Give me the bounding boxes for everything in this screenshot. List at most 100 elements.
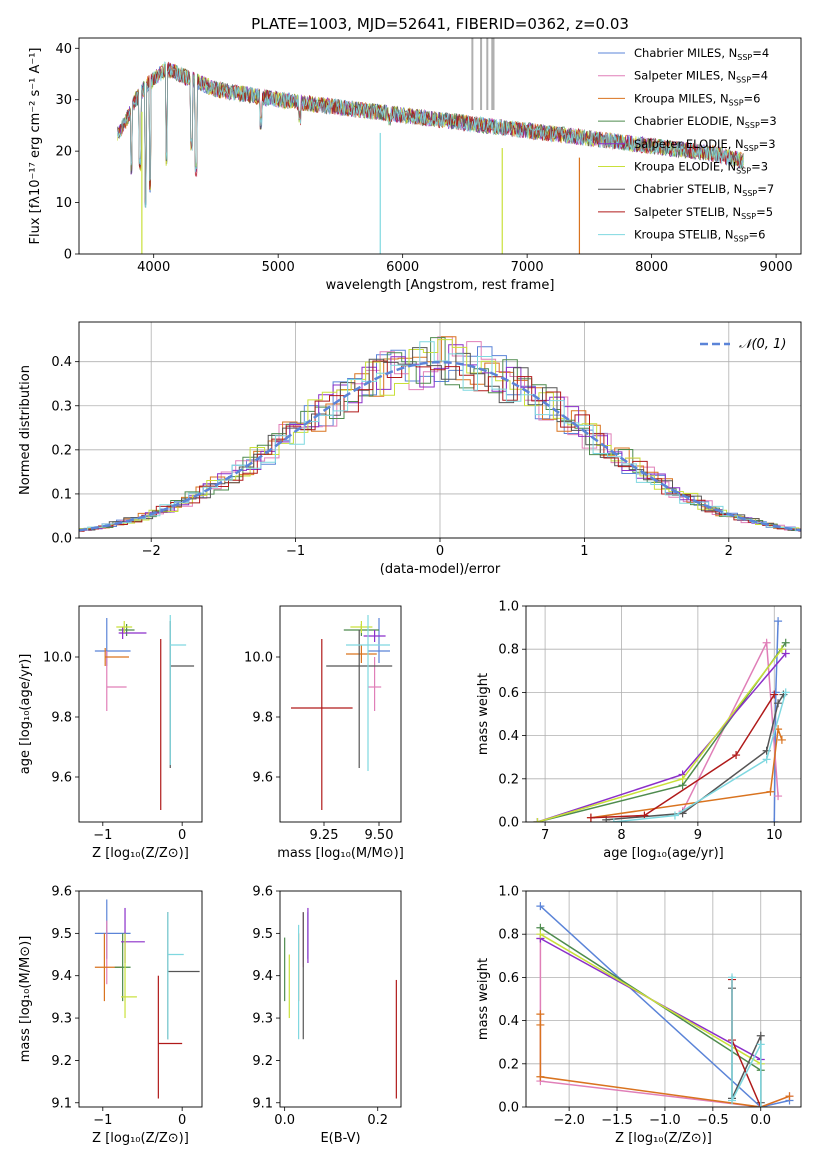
normal-curve: [79, 360, 801, 532]
mass_vs_ebv-panel: 0.0 0.2 9.1 9.2 9.3 9.4 9.5 9.6 E(B-V): [252, 885, 402, 1146]
legend-entry: Salpeter STELIB, NSSP=5: [634, 205, 773, 221]
weight_vs_age-panel: 7 8 9 10 0.0 0.2 0.4 0.6 0.8 1.0 age [log₁₀(age/yr…: [476, 600, 802, 861]
legend-entry: Kroupa STELIB, NSSP=6: [634, 228, 765, 244]
axes-frame: [279, 605, 402, 823]
x-tick-label: 8000: [635, 260, 668, 275]
errorbar-chabrier_miles: [94, 618, 131, 666]
weight-marker: [536, 1010, 545, 1019]
y-tick-label: 9.2: [252, 1054, 273, 1069]
y-tick-label: 9.2: [51, 1054, 72, 1069]
weight-marker: [732, 751, 741, 760]
weight-marker: [762, 755, 771, 764]
weight-marker: [756, 1040, 765, 1049]
legend-entry: 𝒩(0, 1): [739, 337, 786, 352]
age_vs_mass-panel: 9.25 9.50 9.6 9.8 10.0 mass [log₁₀(M/M⊙)]: [244, 605, 404, 861]
y-tick-label: 9.6: [51, 771, 72, 786]
weight-marker: [770, 690, 779, 699]
x-tick-label: 9.50: [365, 828, 394, 843]
x-tick-label: 9: [694, 828, 702, 843]
legend-entry: Chabrier ELODIE, NSSP=3: [634, 114, 777, 130]
weight-marker: [586, 813, 595, 822]
x-tick-label: 1: [580, 544, 588, 559]
weight-series-salpeter_stelib: [586, 690, 779, 822]
weight-marker: [609, 818, 618, 822]
legend-suffix: =6: [749, 228, 766, 242]
axes-frame: [78, 37, 802, 255]
weight-marker: [770, 818, 779, 822]
axes-frame: [78, 321, 802, 539]
legend-name: Kroupa MILES, N: [634, 91, 729, 105]
y-axis-label: Normed distribution: [18, 365, 33, 495]
y-axis-label: mass weight: [476, 673, 491, 755]
y-axis-label: age [log₁₀(age/yr)]: [18, 654, 33, 775]
y-tick-label: 0.0: [51, 532, 72, 547]
errorbars: [284, 907, 397, 1099]
weight-line: [539, 927, 762, 1107]
x-axis-label: wavelength [Angstrom, rest frame]: [326, 278, 555, 293]
x-tick-label: 7: [541, 828, 549, 843]
y-tick-label: 9.4: [51, 969, 72, 984]
errorbar-salpeter_miles: [368, 657, 382, 711]
legend-suffix: =3: [760, 114, 777, 128]
spectrum-series-kroupa_stelib: [117, 61, 744, 208]
weight-line: [681, 639, 779, 812]
legend-suffix: =3: [751, 160, 768, 174]
weight-marker: [533, 818, 542, 822]
y-tick-label: 10.0: [244, 651, 273, 666]
legend-suffix: =4: [752, 46, 769, 60]
errorbar-kroupa_elodie: [350, 621, 373, 633]
legend-name: Chabrier ELODIE, N: [634, 114, 745, 128]
weight-line: [606, 694, 785, 821]
y-tick-label: 0.6: [498, 971, 519, 986]
y-tick-label: 0.0: [498, 816, 519, 831]
errorbar-chabrier_elodie: [114, 933, 131, 1002]
legend-suffix: =7: [757, 182, 774, 196]
x-tick-label: 6000: [386, 260, 419, 275]
errorbar-salpeter_stelib: [291, 639, 353, 810]
y-axis-label: Flux [fλ10⁻¹⁷ erg cm⁻² s⁻¹ A⁻¹]: [28, 48, 43, 245]
legend-suffix: =6: [744, 91, 761, 105]
spectrum-series-salpeter_stelib: [117, 61, 744, 203]
x-tick-label: 0: [178, 828, 186, 843]
y-tick-label: 0.6: [498, 686, 519, 701]
weight-marker: [756, 1031, 765, 1040]
legend-sub: SSP: [741, 212, 756, 221]
legend-name: Salpeter STELIB, N: [634, 205, 741, 219]
legend-entry: Chabrier MILES, NSSP=4: [634, 46, 769, 62]
errorbar-kroupa_elodie: [116, 621, 133, 633]
y-tick-label: 9.5: [51, 927, 72, 942]
legend-entry: Salpeter MILES, NSSP=4: [634, 69, 768, 85]
histogram-kroupa_stelib: [79, 341, 801, 531]
x-tick-label: 0.0: [750, 1113, 771, 1128]
errorbar-salpeter_miles: [106, 651, 127, 711]
weight-marker: [536, 1020, 545, 1029]
legend-entry: Salpeter ELODIE, NSSP=3: [634, 137, 776, 153]
x-axis-label: age [log₁₀(age/yr)]: [603, 846, 724, 861]
weight-marker: [781, 638, 790, 647]
legend-suffix: =4: [751, 69, 768, 83]
errorbar-kroupa_stelib: [346, 615, 390, 771]
legend-name: Kroupa ELODIE, N: [634, 160, 736, 174]
errorbar-kroupa_elodie: [121, 933, 137, 1019]
weight-marker: [536, 1072, 545, 1081]
weight-line: [539, 905, 790, 1107]
y-tick-label: 9.4: [252, 969, 273, 984]
weight-series-kroupa_miles: [536, 1010, 794, 1107]
spectrum-panel: PLATE=1003, MJD=52641, FIBERID=0362, z=0…: [28, 15, 802, 293]
x-tick-label: 10: [766, 828, 783, 843]
legend-sub: SSP: [742, 189, 757, 198]
weight-marker: [728, 1096, 737, 1105]
legend-name: Salpeter MILES, N: [634, 69, 736, 83]
axes-frame: [525, 890, 802, 1108]
weight-marker: [774, 617, 783, 626]
y-tick-label: 0.1: [51, 487, 72, 502]
weight-marker: [766, 787, 775, 796]
errorbar-chabrier_stelib: [169, 621, 195, 768]
y-tick-label: 40: [55, 42, 72, 57]
y-tick-label: 10: [55, 196, 72, 211]
x-tick-label: −1.5: [601, 1113, 633, 1128]
errorbar-salpeter_elodie: [363, 630, 386, 642]
weight-marker: [728, 973, 737, 982]
weight-line: [731, 977, 762, 1107]
